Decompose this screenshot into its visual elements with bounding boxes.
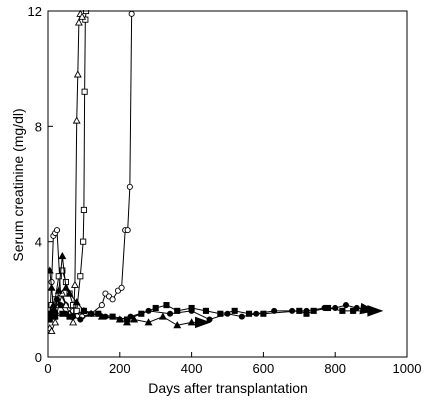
data-point bbox=[77, 273, 84, 280]
data-point bbox=[65, 289, 74, 297]
data-point bbox=[62, 310, 69, 317]
x-tick-label: 0 bbox=[44, 361, 51, 376]
plot-frame bbox=[47, 10, 408, 358]
x-tick-label: 800 bbox=[324, 361, 346, 376]
data-point bbox=[70, 313, 77, 320]
data-point bbox=[130, 315, 139, 323]
data-point bbox=[80, 238, 87, 245]
data-point bbox=[158, 312, 167, 320]
series-line bbox=[49, 10, 87, 314]
data-point bbox=[78, 12, 87, 20]
series-5 bbox=[48, 302, 384, 323]
y-tick-label: 12 bbox=[28, 4, 42, 19]
data-point bbox=[124, 227, 131, 234]
data-point bbox=[271, 307, 278, 314]
x-tick-label: 200 bbox=[109, 361, 131, 376]
y-tick-label: 0 bbox=[35, 350, 42, 365]
data-point bbox=[48, 283, 56, 291]
series-6 bbox=[48, 296, 377, 323]
data-point bbox=[167, 310, 174, 317]
data-point bbox=[127, 313, 134, 320]
data-point bbox=[72, 298, 81, 306]
data-point bbox=[109, 296, 116, 303]
data-point bbox=[53, 296, 61, 303]
data-point bbox=[245, 310, 253, 317]
data-point bbox=[48, 326, 56, 335]
data-point bbox=[53, 227, 61, 234]
data-point bbox=[353, 304, 360, 312]
data-point bbox=[238, 313, 245, 320]
data-point bbox=[95, 310, 102, 317]
data-point bbox=[163, 302, 170, 309]
data-point bbox=[77, 316, 84, 323]
data-point bbox=[80, 307, 87, 314]
data-point bbox=[332, 304, 339, 312]
series-4 bbox=[48, 251, 212, 329]
data-point bbox=[59, 267, 66, 274]
data-point bbox=[173, 321, 182, 329]
data-point bbox=[74, 18, 83, 26]
data-point bbox=[73, 70, 82, 78]
x-tick-label: 600 bbox=[253, 361, 275, 376]
data-point bbox=[152, 304, 159, 312]
data-point bbox=[289, 307, 296, 314]
data-point bbox=[202, 307, 210, 314]
data-point bbox=[339, 307, 346, 314]
data-point bbox=[102, 313, 109, 320]
data-point bbox=[128, 10, 135, 17]
arrow-head-icon bbox=[359, 302, 377, 315]
x-tick-label: 400 bbox=[181, 361, 203, 376]
data-point bbox=[303, 307, 310, 314]
data-point bbox=[50, 307, 57, 314]
data-point bbox=[54, 286, 63, 294]
data-point bbox=[61, 300, 70, 309]
data-point bbox=[144, 318, 153, 326]
y-tick-label: 8 bbox=[35, 119, 42, 134]
data-point bbox=[231, 307, 238, 314]
data-point bbox=[342, 302, 350, 309]
data-point bbox=[126, 183, 133, 190]
data-point bbox=[145, 307, 152, 314]
data-point bbox=[260, 310, 267, 317]
data-point bbox=[321, 304, 328, 312]
data-point bbox=[174, 307, 181, 314]
data-point bbox=[51, 318, 60, 326]
data-point bbox=[69, 318, 78, 326]
data-point bbox=[188, 307, 195, 314]
y-tick-label: 4 bbox=[35, 235, 42, 250]
y-axis-label: Serum creatinine (mg/dl) bbox=[10, 108, 26, 261]
data-point bbox=[98, 302, 105, 309]
data-point bbox=[80, 206, 87, 214]
series-layer bbox=[48, 10, 384, 335]
data-point bbox=[81, 88, 88, 95]
data-point bbox=[61, 283, 70, 291]
data-point bbox=[57, 302, 64, 309]
data-point bbox=[116, 316, 123, 323]
data-point bbox=[310, 307, 317, 314]
data-point bbox=[187, 318, 196, 326]
data-point bbox=[224, 310, 231, 317]
x-tick-label: 1000 bbox=[393, 361, 422, 376]
data-point bbox=[109, 313, 116, 320]
arrow-head-icon bbox=[195, 316, 212, 329]
series-2 bbox=[48, 10, 90, 317]
data-point bbox=[72, 116, 81, 124]
data-point bbox=[58, 251, 67, 260]
data-point bbox=[118, 284, 125, 291]
data-point bbox=[55, 273, 62, 280]
data-point bbox=[88, 310, 95, 317]
data-point bbox=[52, 313, 59, 320]
data-point bbox=[253, 310, 260, 317]
x-axis-label: Days after transplantation bbox=[148, 380, 308, 396]
axes-layer: 0 200 400 600 800 1000 0 4 8 12 bbox=[28, 4, 422, 376]
data-point bbox=[70, 280, 79, 288]
data-point bbox=[206, 316, 213, 323]
